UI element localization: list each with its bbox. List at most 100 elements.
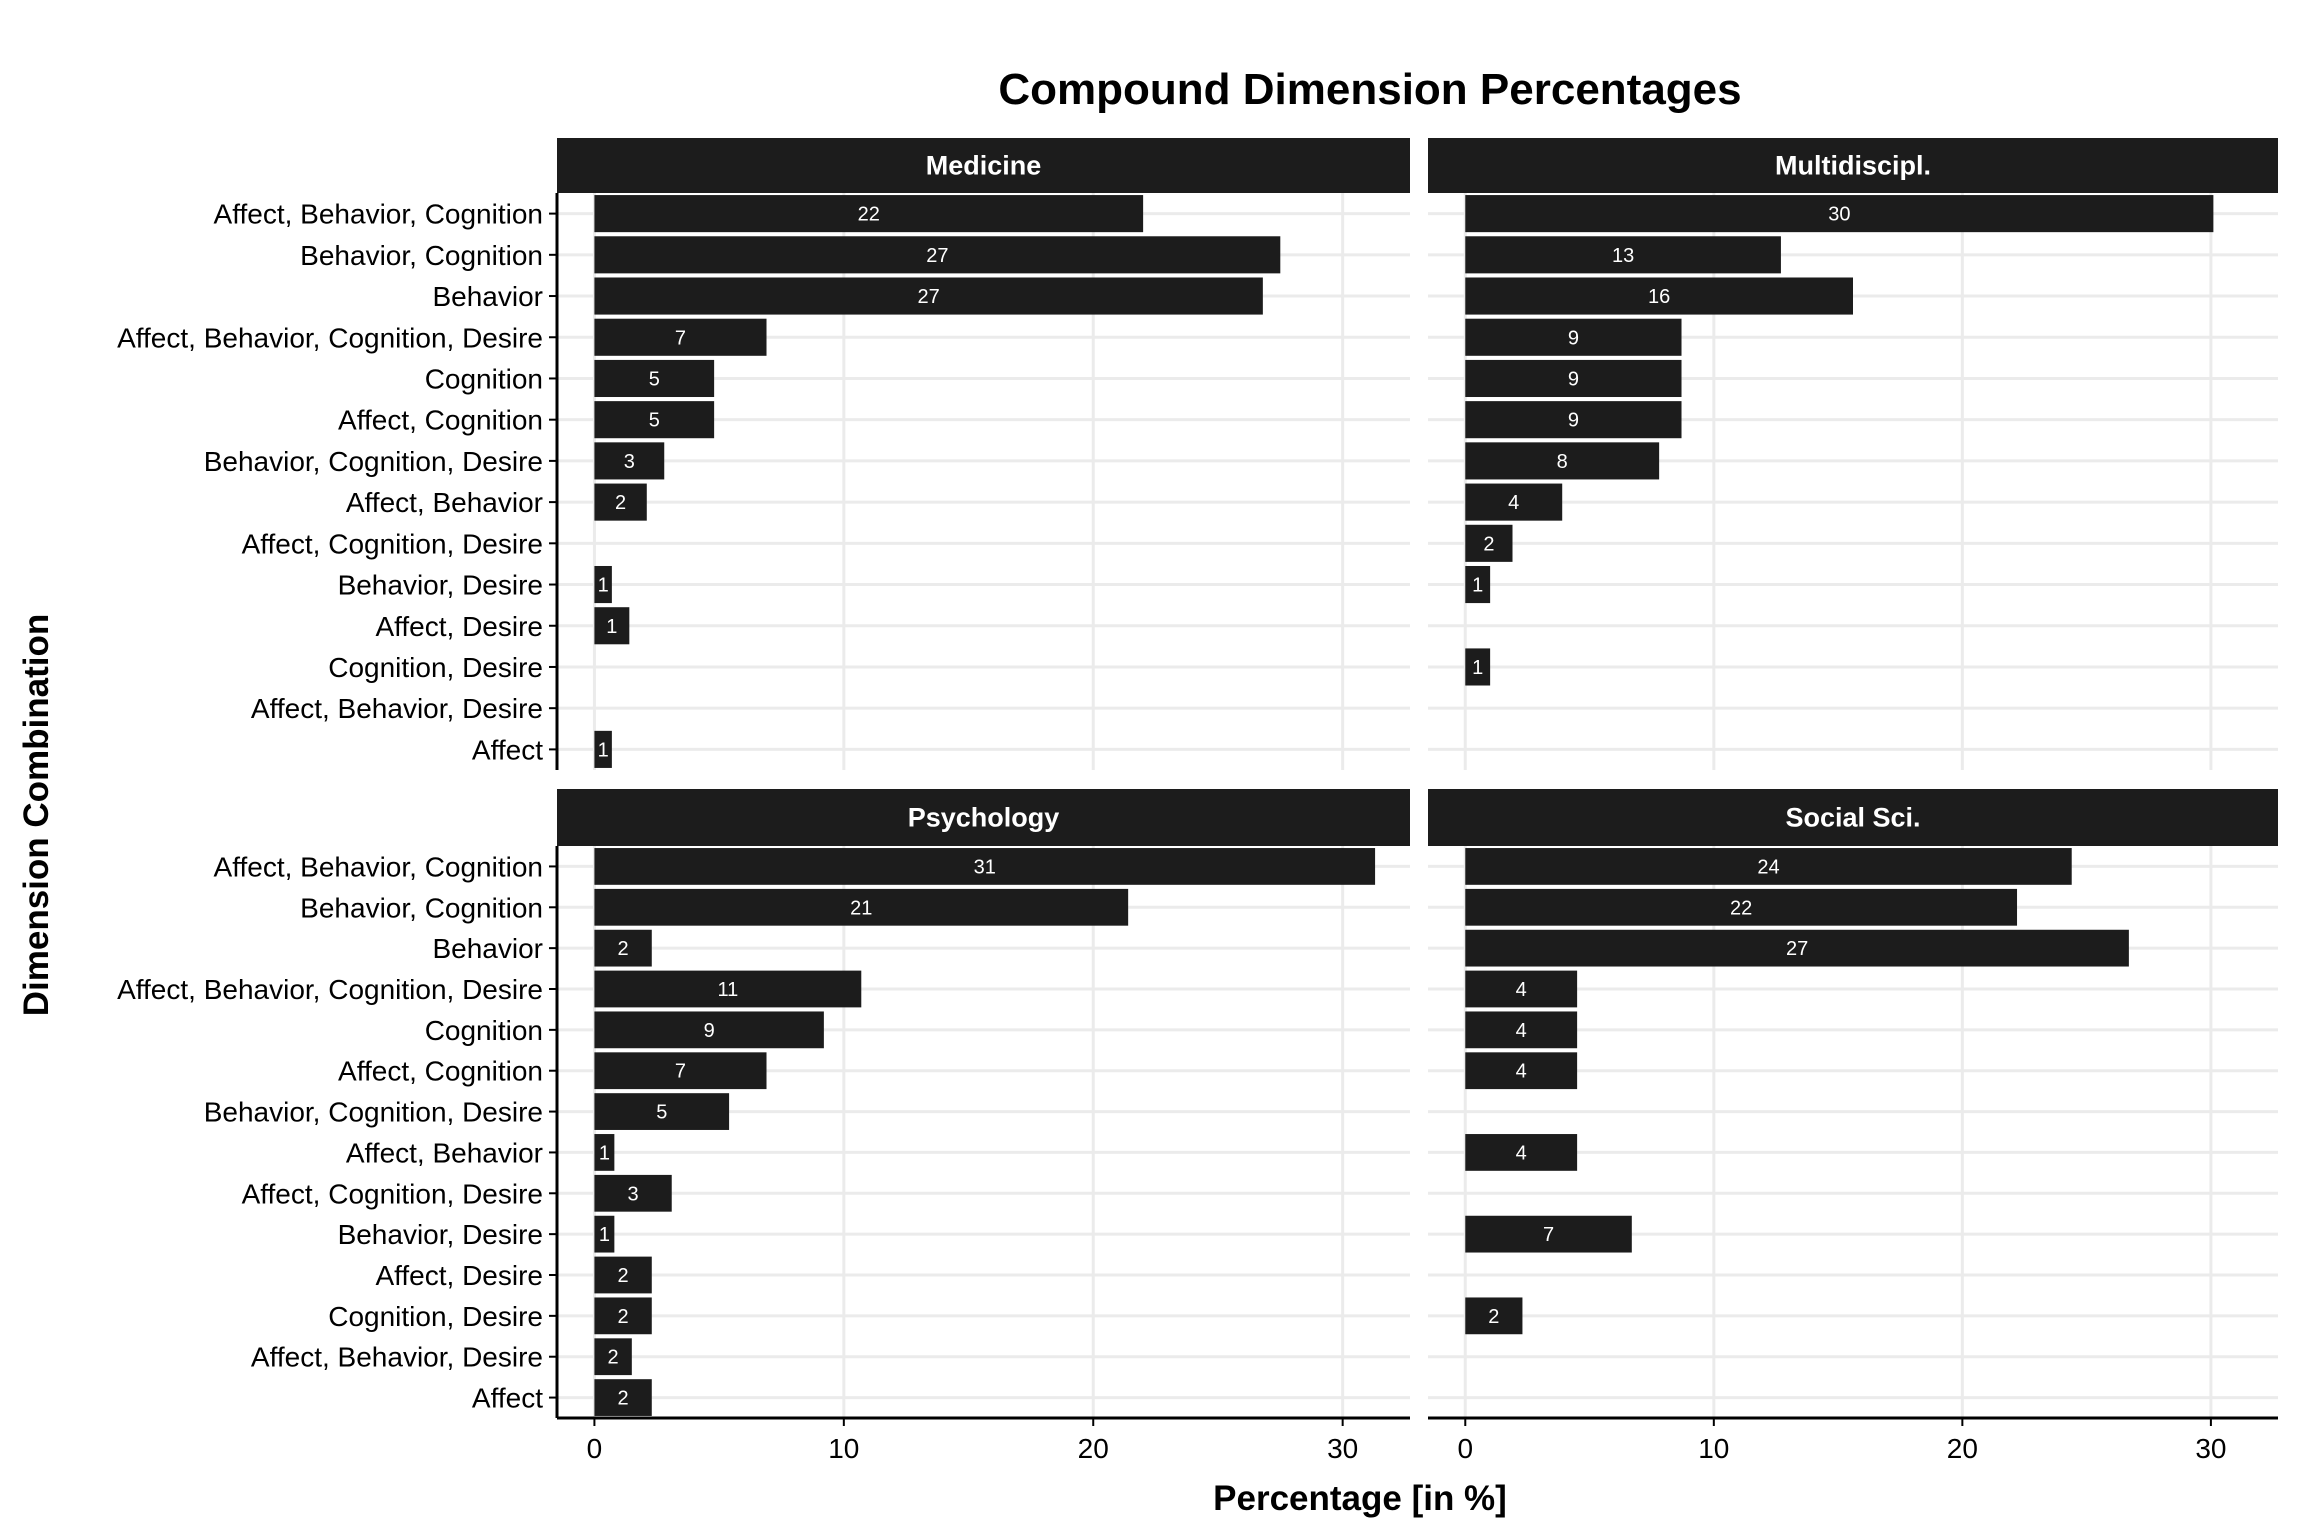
x-tick-label: 0 [587, 1433, 603, 1464]
x-tick-label: 10 [1698, 1433, 1729, 1464]
bar-value-label: 1 [599, 1142, 610, 1164]
y-tick-label: Affect, Behavior, Cognition [214, 199, 543, 230]
bar-value-label: 3 [624, 451, 635, 473]
bar-value-label: 1 [598, 575, 609, 597]
bar-value-label: 4 [1516, 1061, 1527, 1083]
bar [594, 1093, 730, 1130]
bar-value-label: 27 [1786, 938, 1808, 960]
bar-value-label: 30 [1828, 204, 1850, 226]
bar [594, 236, 1281, 274]
bar-value-label: 7 [675, 327, 686, 349]
y-tick-label: Behavior, Desire [338, 570, 543, 601]
bar-value-label: 2 [618, 1265, 629, 1287]
y-tick-label: Cognition, Desire [328, 652, 543, 683]
bar-value-label: 2 [1488, 1306, 1499, 1328]
facet-strip-label: Medicine [926, 151, 1042, 181]
bar-value-label: 2 [618, 1306, 629, 1328]
y-tick-label: Cognition [425, 363, 543, 394]
y-tick-label: Affect, Cognition, Desire [242, 528, 543, 559]
bar [594, 1379, 652, 1416]
bar-value-label: 4 [1516, 1020, 1527, 1042]
bar [1465, 1215, 1632, 1253]
y-tick-label: Affect [472, 734, 543, 765]
bar-value-label: 1 [1472, 575, 1483, 597]
bar [1465, 848, 2072, 885]
bar [1465, 401, 1682, 439]
y-tick-label: Affect, Cognition [338, 405, 543, 436]
y-tick-label: Affect, Behavior, Cognition, Desire [117, 974, 543, 1005]
bar [1465, 1134, 1578, 1171]
bar-value-label: 22 [1730, 897, 1752, 919]
bar-value-label: 16 [1648, 286, 1670, 308]
bar [594, 1338, 632, 1376]
bar-value-label: 8 [1557, 451, 1568, 473]
bar-value-label: 22 [858, 204, 880, 226]
bar-value-label: 5 [649, 368, 660, 390]
facet-strip [557, 138, 1410, 193]
bar-value-label: 4 [1508, 492, 1519, 514]
bar-value-label: 13 [1612, 245, 1634, 267]
bar-value-label: 9 [1568, 410, 1579, 432]
y-tick-label: Behavior, Desire [338, 1219, 543, 1250]
x-tick-label: 20 [1078, 1433, 1109, 1464]
bar [594, 848, 1376, 885]
y-tick-label: Cognition [425, 1015, 543, 1046]
y-axis-title: Dimension Combination [17, 614, 56, 1017]
bar [1465, 359, 1682, 398]
bar [594, 607, 630, 645]
bar-value-label: 27 [918, 286, 940, 308]
bar [1465, 318, 1682, 356]
facet-strip [557, 789, 1410, 846]
bar [594, 1215, 615, 1253]
bar [1465, 1052, 1578, 1090]
y-tick-label: Affect, Behavior [346, 487, 543, 518]
bar-value-label: 9 [1568, 368, 1579, 390]
facet-strip [1428, 138, 2278, 193]
bar [594, 1297, 652, 1335]
bar [594, 1174, 672, 1212]
y-tick-label: Affect, Behavior, Cognition [214, 851, 543, 882]
bar-value-label: 1 [606, 616, 617, 638]
y-tick-label: Affect, Behavior [346, 1137, 543, 1168]
bar-value-label: 2 [1483, 533, 1494, 555]
bar-value-label: 2 [618, 1388, 629, 1410]
bar [594, 565, 612, 604]
bar-value-label: 2 [618, 938, 629, 960]
y-tick-label: Affect, Cognition [338, 1056, 543, 1087]
x-tick-label: 10 [828, 1433, 859, 1464]
bar [1465, 483, 1563, 521]
chart-title: Compound Dimension Percentages [998, 65, 1741, 114]
bar [1465, 888, 2018, 926]
x-tick-label: 0 [1457, 1433, 1473, 1464]
bar-value-label: 1 [598, 739, 609, 761]
bar-value-label: 1 [1472, 657, 1483, 679]
bar-value-label: 24 [1757, 856, 1779, 878]
bar [1465, 1297, 1523, 1335]
bar-value-label: 21 [850, 897, 872, 919]
x-tick-label: 30 [2195, 1433, 2226, 1464]
bar-value-label: 2 [615, 492, 626, 514]
bar-value-label: 7 [1543, 1224, 1554, 1246]
bar [594, 359, 715, 398]
bar-value-label: 3 [628, 1183, 639, 1205]
bar [1465, 442, 1660, 480]
y-tick-label: Behavior, Cognition, Desire [204, 1097, 543, 1128]
y-tick-label: Cognition, Desire [328, 1301, 543, 1332]
y-tick-label: Behavior [432, 281, 543, 312]
bar [594, 318, 767, 356]
bar [594, 1256, 652, 1294]
y-tick-label: Affect, Behavior, Desire [251, 693, 543, 724]
y-tick-label: Behavior [432, 933, 543, 964]
y-tick-label: Affect [472, 1383, 543, 1414]
bar [594, 1052, 767, 1090]
bar [1465, 524, 1513, 562]
bar [594, 730, 612, 768]
bar-value-label: 27 [926, 245, 948, 267]
y-tick-label: Affect, Desire [375, 1260, 543, 1291]
bar-value-label: 4 [1516, 1142, 1527, 1164]
bar [594, 195, 1144, 233]
bar-value-label: 7 [675, 1061, 686, 1083]
